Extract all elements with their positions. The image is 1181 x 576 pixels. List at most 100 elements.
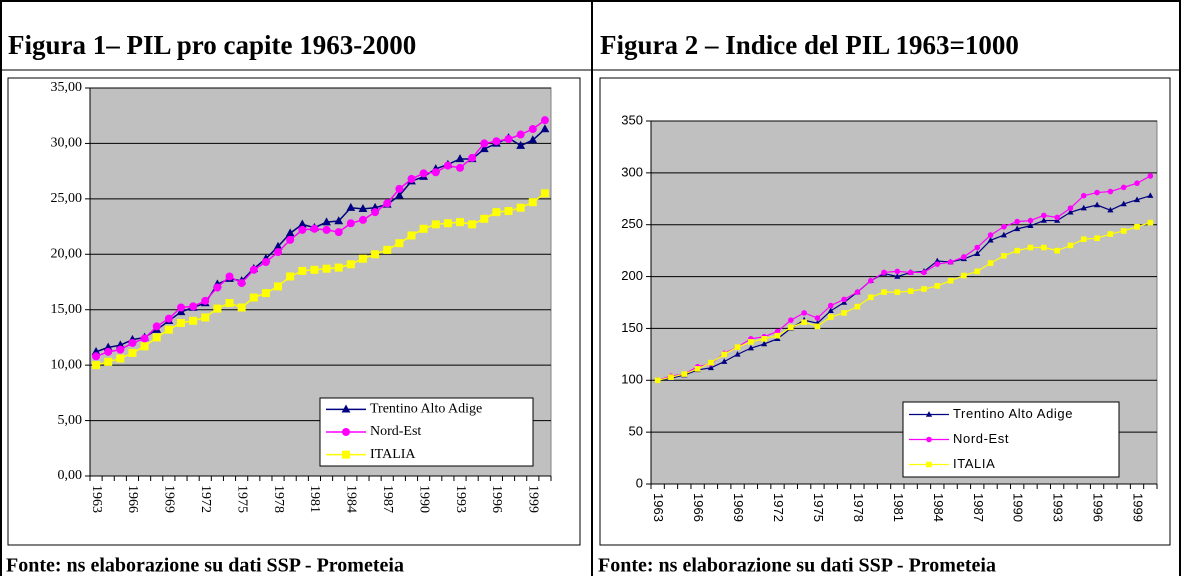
marker <box>907 288 914 294</box>
marker <box>721 351 728 358</box>
legend-label: Trentino Alto Adige <box>953 406 1073 421</box>
y-tick-label: 5,00 <box>58 413 83 428</box>
marker <box>128 348 137 357</box>
marker <box>894 273 901 279</box>
marker <box>801 319 807 326</box>
marker <box>395 239 404 248</box>
marker <box>342 450 350 459</box>
marker <box>1040 217 1047 223</box>
marker <box>285 228 295 237</box>
marker <box>322 217 331 226</box>
marker <box>867 294 874 301</box>
marker <box>274 282 283 291</box>
y-tick-label: 35,00 <box>51 80 83 95</box>
x-tick-label: 1981 <box>307 485 322 513</box>
marker <box>694 366 701 372</box>
marker <box>516 130 525 139</box>
chart: 0 50 100 150 200 250 300 350 1963 1966 1969 1972 197… <box>599 77 1171 546</box>
marker <box>926 461 932 468</box>
marker <box>92 361 101 370</box>
marker <box>528 135 538 144</box>
figure-source: Fonte: ns elaborazione su dati SSP - Pro… <box>6 555 404 576</box>
marker <box>668 374 674 380</box>
marker <box>310 224 319 233</box>
marker <box>1107 231 1114 237</box>
marker <box>152 333 161 342</box>
x-tick-label: 1972 <box>198 485 213 513</box>
marker <box>342 428 350 436</box>
marker <box>540 189 549 198</box>
marker <box>225 272 234 281</box>
marker <box>961 272 967 279</box>
marker <box>827 314 834 320</box>
marker <box>788 324 794 331</box>
marker <box>681 371 688 377</box>
marker <box>934 261 941 267</box>
x-tick-label: 1987 <box>971 493 986 522</box>
marker <box>443 219 452 228</box>
marker <box>116 345 125 354</box>
marker <box>1080 236 1087 243</box>
figure-title: Figura 1– PIL pro capite 1963-2000 <box>8 30 416 60</box>
marker <box>286 235 295 244</box>
y-tick-label: 50 <box>629 424 643 439</box>
marker <box>921 286 927 292</box>
marker <box>747 344 754 351</box>
marker <box>322 225 331 234</box>
marker <box>468 220 477 229</box>
marker <box>528 198 537 207</box>
chart: 0,00 5,00 10,00 15,00 20,00 25,00 30,00 35,00 19… <box>7 77 581 546</box>
y-tick-label: 200 <box>621 268 643 283</box>
marker <box>1093 201 1101 208</box>
marker <box>341 404 351 413</box>
marker <box>480 214 489 223</box>
marker <box>371 208 380 217</box>
marker <box>961 254 967 260</box>
marker <box>814 315 821 321</box>
marker <box>1001 253 1007 259</box>
marker <box>841 310 847 316</box>
marker <box>761 340 768 347</box>
x-tick-label: 1966 <box>691 493 706 522</box>
y-tick-label: 10,00 <box>51 357 83 372</box>
marker <box>894 289 901 295</box>
y-tick-label: 100 <box>621 372 643 387</box>
marker <box>419 224 428 233</box>
marker <box>921 269 927 276</box>
x-tick-label: 1969 <box>162 485 177 513</box>
marker <box>1120 184 1127 191</box>
marker <box>827 302 834 309</box>
marker <box>395 184 404 193</box>
marker <box>225 299 234 308</box>
legend-label: Trentino Alto Adige <box>370 402 482 417</box>
x-tick-label: 1999 <box>526 485 541 513</box>
marker <box>1067 205 1074 211</box>
marker <box>974 244 981 251</box>
marker <box>176 303 185 312</box>
marker <box>346 202 356 211</box>
marker <box>1054 247 1060 254</box>
marker <box>934 283 941 289</box>
marker <box>164 325 173 334</box>
marker <box>516 203 525 212</box>
marker <box>1041 244 1047 251</box>
marker <box>479 144 489 153</box>
marker <box>189 302 198 311</box>
marker <box>213 304 222 313</box>
y-tick-label: 150 <box>621 320 643 335</box>
y-tick-label: 350 <box>621 112 643 127</box>
marker <box>431 168 440 177</box>
marker <box>92 352 101 361</box>
marker <box>761 336 767 342</box>
marker <box>480 139 489 148</box>
marker <box>164 314 173 323</box>
marker <box>925 411 933 417</box>
marker <box>249 265 258 274</box>
x-tick-label: 1972 <box>771 493 786 522</box>
x-tick-label: 1984 <box>344 485 359 513</box>
marker <box>926 436 932 443</box>
marker <box>1041 212 1047 219</box>
legend-label: Nord-Est <box>370 424 421 439</box>
x-tick-label: 1978 <box>271 485 286 513</box>
